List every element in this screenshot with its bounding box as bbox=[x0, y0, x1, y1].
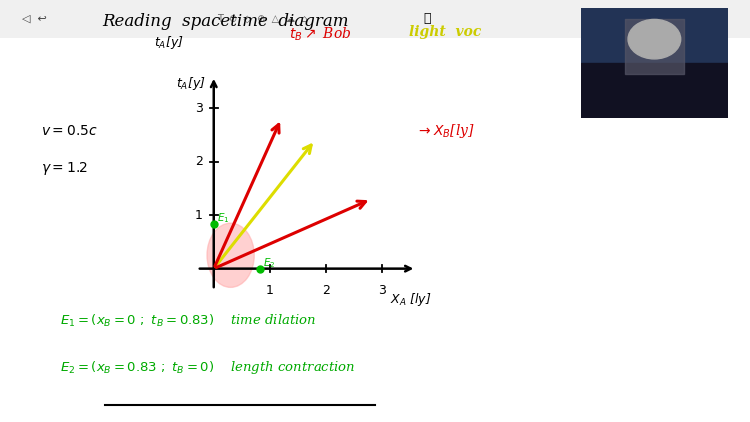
Text: $E_1$: $E_1$ bbox=[217, 211, 229, 225]
Text: $E_2$: $E_2$ bbox=[263, 256, 276, 270]
Text: 2: 2 bbox=[322, 284, 330, 297]
Text: $E_1 = (x_B=0\ ;\ t_B=0.83)$    time dilation: $E_1 = (x_B=0\ ;\ t_B=0.83)$ time dilati… bbox=[60, 313, 316, 329]
Text: ◁  ↩: ◁ ↩ bbox=[22, 14, 47, 24]
Text: Reading  spacetime  diagram: Reading spacetime diagram bbox=[102, 13, 348, 30]
Text: $v= 0.5c$: $v= 0.5c$ bbox=[41, 124, 98, 138]
Text: $t_A$[y]: $t_A$[y] bbox=[176, 76, 206, 92]
Text: $t_A$[y]: $t_A$[y] bbox=[154, 34, 184, 51]
Text: $E_2 = (x_B=0.83\ ;\ t_B=0)$    length contraction: $E_2 = (x_B=0.83\ ;\ t_B=0)$ length cont… bbox=[60, 359, 355, 376]
Text: + ⋮: + ⋮ bbox=[700, 13, 727, 25]
Text: $\rightarrow X_B$[ly]: $\rightarrow X_B$[ly] bbox=[416, 122, 475, 140]
Text: $\gamma= 1.2$: $\gamma= 1.2$ bbox=[41, 160, 88, 177]
Text: 2: 2 bbox=[195, 155, 202, 168]
Text: T  ⊘  ◇  ⊕  △  ☁  ⌂: T ⊘ ◇ ⊕ △ ☁ ⌂ bbox=[217, 14, 308, 24]
Text: $t_B\nearrow$ Bob: $t_B\nearrow$ Bob bbox=[289, 25, 351, 43]
Bar bbox=[581, 8, 728, 63]
Text: 1: 1 bbox=[195, 208, 202, 222]
Text: light  voc: light voc bbox=[409, 25, 482, 39]
Text: 1: 1 bbox=[266, 284, 274, 297]
Bar bbox=[581, 63, 728, 118]
Ellipse shape bbox=[207, 223, 254, 287]
Text: 3: 3 bbox=[379, 284, 386, 297]
Circle shape bbox=[628, 19, 681, 59]
Text: 🎤: 🎤 bbox=[424, 13, 431, 25]
Text: 3: 3 bbox=[195, 102, 202, 115]
Text: $X_A$ [ly]: $X_A$ [ly] bbox=[390, 291, 431, 308]
